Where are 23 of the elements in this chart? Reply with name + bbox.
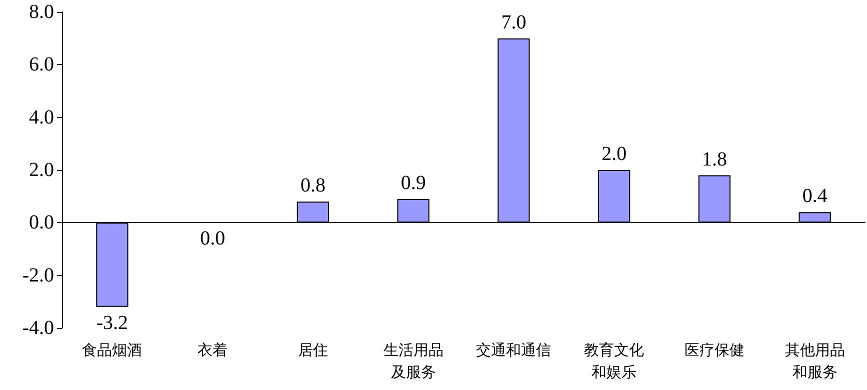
x-tick-label: 生活用品及服务 (383, 342, 444, 381)
x-tick-label: 食品烟酒 (82, 342, 142, 359)
y-tick-label: 4.0 (29, 106, 54, 128)
x-tick-label: 衣着 (198, 342, 228, 359)
data-label: 0.9 (400, 172, 426, 194)
data-label: -3.2 (96, 312, 128, 334)
data-label: 1.8 (702, 148, 727, 170)
y-tick-label: 2.0 (29, 159, 54, 181)
y-tick-label: -4.0 (22, 317, 54, 339)
data-label: 0.0 (200, 228, 226, 250)
x-tick-label: 其他用品和服务 (784, 342, 845, 381)
y-tick-label: -2.0 (22, 264, 54, 286)
data-label: 0.4 (802, 185, 828, 208)
y-tick-label: 0.0 (29, 212, 54, 234)
x-tick-label: 教育文化和娱乐 (584, 342, 644, 381)
y-tick-label: 6.0 (29, 54, 54, 76)
x-tick-label: 交通和通信 (476, 342, 552, 359)
x-tick-label: 医疗保健 (684, 342, 744, 359)
x-tick-label: 居住 (298, 343, 328, 359)
data-label: 2.0 (602, 143, 627, 165)
data-label: 7.0 (501, 11, 526, 34)
data-label: 0.8 (300, 174, 326, 197)
y-tick-label: 8.0 (29, 1, 54, 23)
